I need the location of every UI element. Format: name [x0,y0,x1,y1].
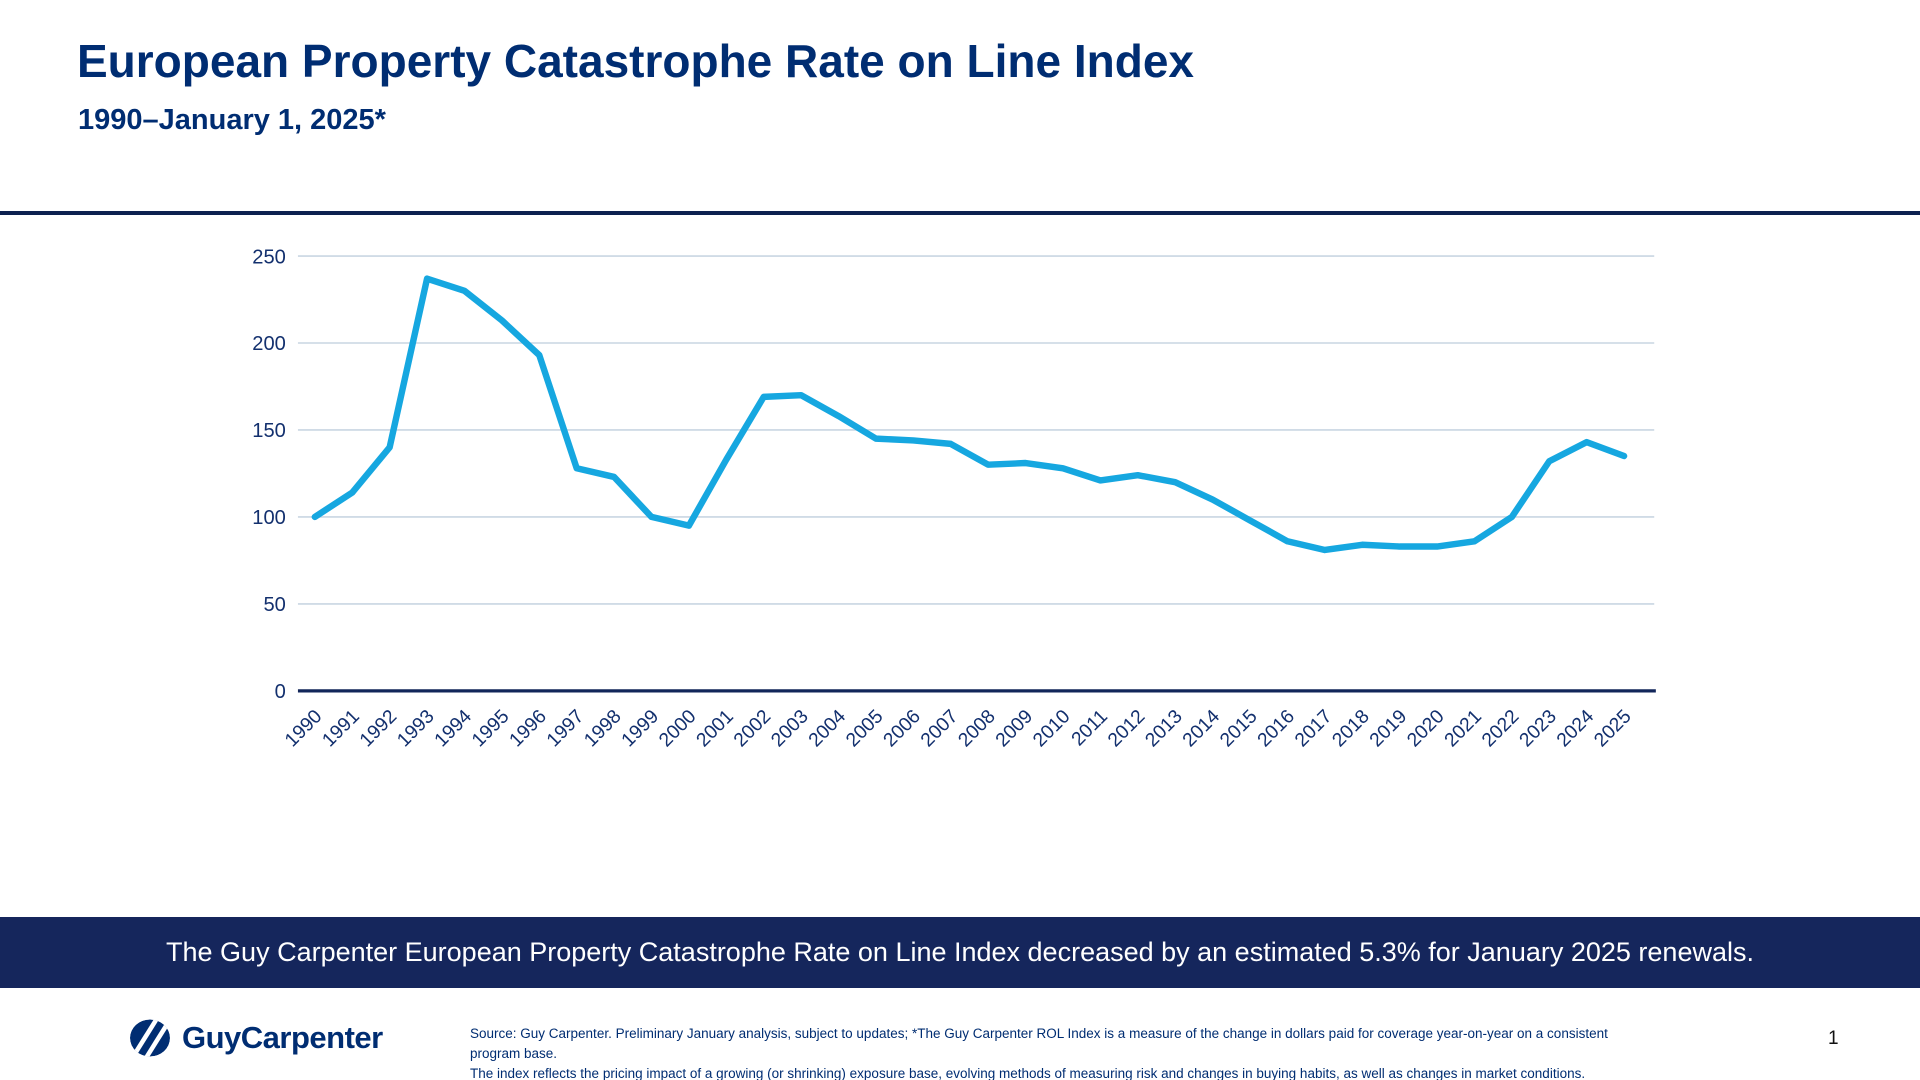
page-number: 1 [1828,1028,1839,1049]
x-tick-label: 2009 [992,706,1037,751]
x-tick-label: 2012 [1104,706,1149,751]
y-tick-label: 200 [252,333,286,355]
y-tick-label: 250 [252,246,286,268]
x-tick-label: 2000 [655,706,700,751]
y-tick-label: 50 [264,594,286,616]
x-tick-label: 2008 [955,706,1000,751]
summary-banner: The Guy Carpenter European Property Cata… [0,917,1920,988]
x-tick-label: 2001 [693,706,738,751]
x-tick-label: 2017 [1291,706,1336,751]
x-tick-label: 2002 [730,706,775,751]
rol-index-line-chart: 0 50 100 150 200 250 199019911992199319941995… [252,246,1656,751]
x-tick-label: 2024 [1553,706,1598,751]
x-tick-label: 2006 [880,706,925,751]
x-tick-label: 2019 [1366,706,1411,751]
y-tick-label: 0 [275,681,286,703]
x-tick-label: 2010 [1029,706,1074,751]
summary-text: The Guy Carpenter European Property Cata… [166,937,1754,967]
x-tick-label: 2018 [1329,706,1374,751]
x-tick-label: 2013 [1142,706,1187,751]
gridlines [297,255,1655,605]
page-title: European Property Catastrophe Rate on Li… [77,35,1194,87]
x-tick-label: 1991 [319,706,364,751]
guycarpenter-logo-icon [130,1019,170,1057]
x-tick-label: 2016 [1254,706,1299,751]
x-tick-label: 1998 [580,706,625,751]
logo-wordmark: GuyCarpenter [182,1020,383,1055]
source-note-line2: The index reflects the pricing impact of… [470,1066,1586,1080]
y-axis-labels: 0 50 100 150 200 250 [252,246,286,703]
x-tick-label: 2007 [917,706,962,751]
x-tick-label: 1992 [356,706,401,751]
x-tick-label: 1994 [431,706,476,751]
y-tick-label: 150 [252,420,286,442]
x-tick-label: 2014 [1179,706,1224,751]
x-tick-label: 1995 [468,706,513,751]
rol-index-line [311,275,1628,554]
page-subtitle: 1990–January 1, 2025* [78,104,386,136]
x-tick-label: 2011 [1068,706,1112,750]
x-tick-label: 1990 [281,706,326,751]
x-tick-label: 2005 [842,706,887,751]
guycarpenter-logo: GuyCarpenter [128,1018,383,1058]
x-tick-label: 2015 [1216,706,1261,751]
x-tick-label: 2025 [1590,706,1635,751]
x-tick-label: 2021 [1441,706,1486,751]
source-note-line1: Source: Guy Carpenter. Preliminary Janua… [470,1026,1608,1061]
x-tick-label: 1996 [506,706,551,751]
x-tick-label: 2020 [1403,706,1448,751]
x-tick-label: 1997 [543,706,588,751]
header-divider [0,211,1920,215]
rol-index-series [311,275,1628,554]
x-tick-label: 2003 [767,706,812,751]
x-tick-label: 1999 [618,706,663,751]
x-tick-label: 1993 [393,706,438,751]
x-tick-label: 2004 [805,706,850,751]
x-tick-label: 2023 [1516,706,1561,751]
x-tick-label: 2022 [1478,706,1523,751]
source-note: Source: Guy Carpenter. Preliminary Janua… [470,1024,1630,1080]
y-tick-label: 100 [252,507,286,529]
x-axis-labels: 1990199119921993199419951996199719981999… [281,706,1635,751]
